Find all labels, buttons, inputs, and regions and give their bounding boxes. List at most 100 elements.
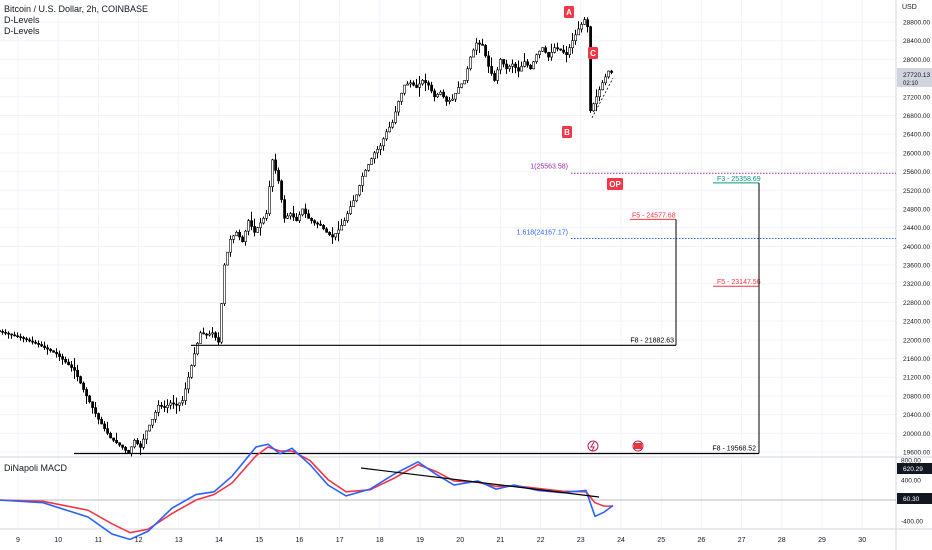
candle-body <box>514 63 518 68</box>
candle-body <box>580 24 584 30</box>
price-tick: 20000.00 <box>903 431 930 438</box>
candle-body <box>247 220 251 232</box>
candle-body <box>433 90 437 98</box>
candle-body <box>250 220 254 227</box>
candle-body <box>7 332 11 335</box>
candle-body <box>115 440 119 443</box>
candle-body <box>481 43 485 46</box>
candle-body <box>193 353 197 366</box>
macd-title[interactable]: DiNapoli MACD <box>4 463 68 473</box>
candle-body <box>43 345 47 348</box>
candle-body <box>607 70 611 78</box>
candle-body <box>430 84 434 92</box>
candle-body <box>367 164 371 171</box>
candle-body <box>355 194 359 202</box>
candle-body <box>265 213 269 219</box>
candle-body <box>301 208 305 216</box>
candle-body <box>505 63 509 70</box>
candle-body <box>196 343 200 355</box>
candle-body <box>82 382 86 390</box>
candle-body <box>73 367 77 371</box>
candle-body <box>124 447 128 451</box>
candle-body <box>370 158 374 165</box>
candle-body <box>445 96 449 102</box>
candle-body <box>214 332 218 338</box>
time-tick: 28 <box>778 537 786 544</box>
price-axis[interactable]: 28800.0028400.0028000.0027600.0027200.00… <box>897 20 932 526</box>
candle-body <box>226 251 230 266</box>
candle-body <box>421 80 425 85</box>
candle-body <box>271 159 275 188</box>
bar-countdown: 02:10 <box>903 81 919 87</box>
wave-marker-B <box>562 126 572 138</box>
time-tick: 25 <box>657 537 665 544</box>
symbol-title[interactable]: Bitcoin / U.S. Dollar, 2h, COINBASE <box>4 4 149 14</box>
candle-body <box>511 63 515 67</box>
candle-body <box>517 67 521 72</box>
candle-body <box>535 54 539 63</box>
candle-body <box>28 339 32 342</box>
candle-body <box>385 131 389 140</box>
indicator-dlevels-1[interactable]: D-Levels <box>4 15 40 25</box>
candle-body <box>100 418 104 425</box>
candle-body <box>175 403 179 406</box>
wave-marker-A <box>564 6 574 18</box>
candle-body <box>1 331 5 333</box>
candle-body <box>202 332 206 335</box>
candle-body <box>223 264 227 304</box>
candle-body <box>322 225 326 230</box>
wave-label-C: C <box>590 49 596 58</box>
level-label-fib-1: 1(25563.58) <box>530 163 568 170</box>
time-tick: 23 <box>577 537 585 544</box>
candle-body <box>610 70 614 73</box>
price-tick: 26400.00 <box>903 132 930 139</box>
candle-body <box>478 42 482 45</box>
candle-body <box>547 52 551 58</box>
candle-body <box>274 159 278 171</box>
candle-body <box>442 91 446 98</box>
candle-body <box>34 341 38 344</box>
candle-body <box>46 347 50 350</box>
candle-body <box>364 170 368 177</box>
candle-body <box>67 361 71 366</box>
lightning-icon <box>590 441 595 452</box>
current-price-badge <box>897 68 932 87</box>
candle-body <box>382 138 386 147</box>
wave-label-B: B <box>564 128 570 137</box>
candle-body <box>55 351 59 355</box>
candle-body <box>19 336 23 338</box>
candle-body <box>238 232 242 238</box>
candles <box>0 16 614 457</box>
candle-body <box>490 66 494 74</box>
candle-body <box>103 423 107 429</box>
candle-body <box>337 229 341 234</box>
indicator-dlevels-2[interactable]: D-Levels <box>4 26 40 36</box>
candle-body <box>0 330 2 332</box>
candle-body <box>343 220 347 226</box>
macd-legend: DiNapoli MACD <box>4 463 67 474</box>
time-tick: 29 <box>818 537 826 544</box>
candle-body <box>283 199 287 219</box>
time-tick: 17 <box>336 537 344 544</box>
candle-body <box>313 220 317 224</box>
chart-legend: Bitcoin / U.S. Dollar, 2h, COINBASE D-Le… <box>4 4 148 37</box>
candle-body <box>97 413 101 420</box>
macd-badge-lower <box>897 493 932 504</box>
candle-body <box>334 233 338 238</box>
time-axis[interactable]: 9 10 11 12 13 14 15 16 17 18 19 20 21 22 23 24 25 26 27 28 2… <box>16 537 866 544</box>
candle-body <box>199 332 203 344</box>
candle-body <box>556 47 560 50</box>
price-tick: 28000.00 <box>903 57 930 64</box>
time-tick: 26 <box>698 537 706 544</box>
candle-body <box>232 235 236 240</box>
candle-body <box>499 59 503 71</box>
candle-body <box>352 200 356 207</box>
candle-body <box>466 68 470 81</box>
time-tick: 14 <box>215 537 223 544</box>
candle-body <box>328 232 332 235</box>
candle-body <box>454 92 458 100</box>
price-tick: 25600.00 <box>903 169 930 176</box>
time-tick: 19 <box>416 537 424 544</box>
candle-body <box>166 404 170 408</box>
